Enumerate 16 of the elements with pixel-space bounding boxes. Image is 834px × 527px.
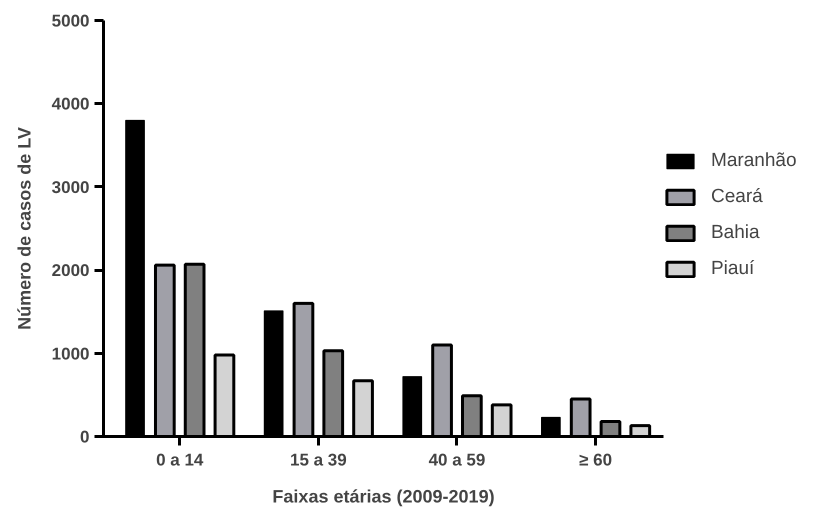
- legend-label: Piauí: [711, 258, 754, 280]
- y-tick-label: 0: [80, 428, 90, 446]
- x-axis-title: Faixas etárias (2009-2019): [272, 486, 495, 506]
- x-tick-label: 0 a 14: [156, 450, 204, 470]
- legend-label: Maranhão: [711, 150, 797, 172]
- y-tick-label: 2000: [52, 261, 90, 280]
- y-axis-title: Número de casos de LV: [14, 127, 35, 330]
- y-tick-label: 5000: [52, 12, 90, 30]
- y-tick-label: 1000: [52, 344, 90, 364]
- legend-label: Ceará: [711, 186, 763, 208]
- y-tick-label: 4000: [52, 94, 90, 114]
- legend-label: Bahia: [711, 222, 760, 244]
- x-tick-label: ≥ 60: [579, 450, 612, 470]
- x-tick-label: 40 a 59: [428, 450, 486, 470]
- x-tick-label: 15 a 39: [290, 450, 347, 470]
- y-tick-label: 3000: [52, 178, 90, 197]
